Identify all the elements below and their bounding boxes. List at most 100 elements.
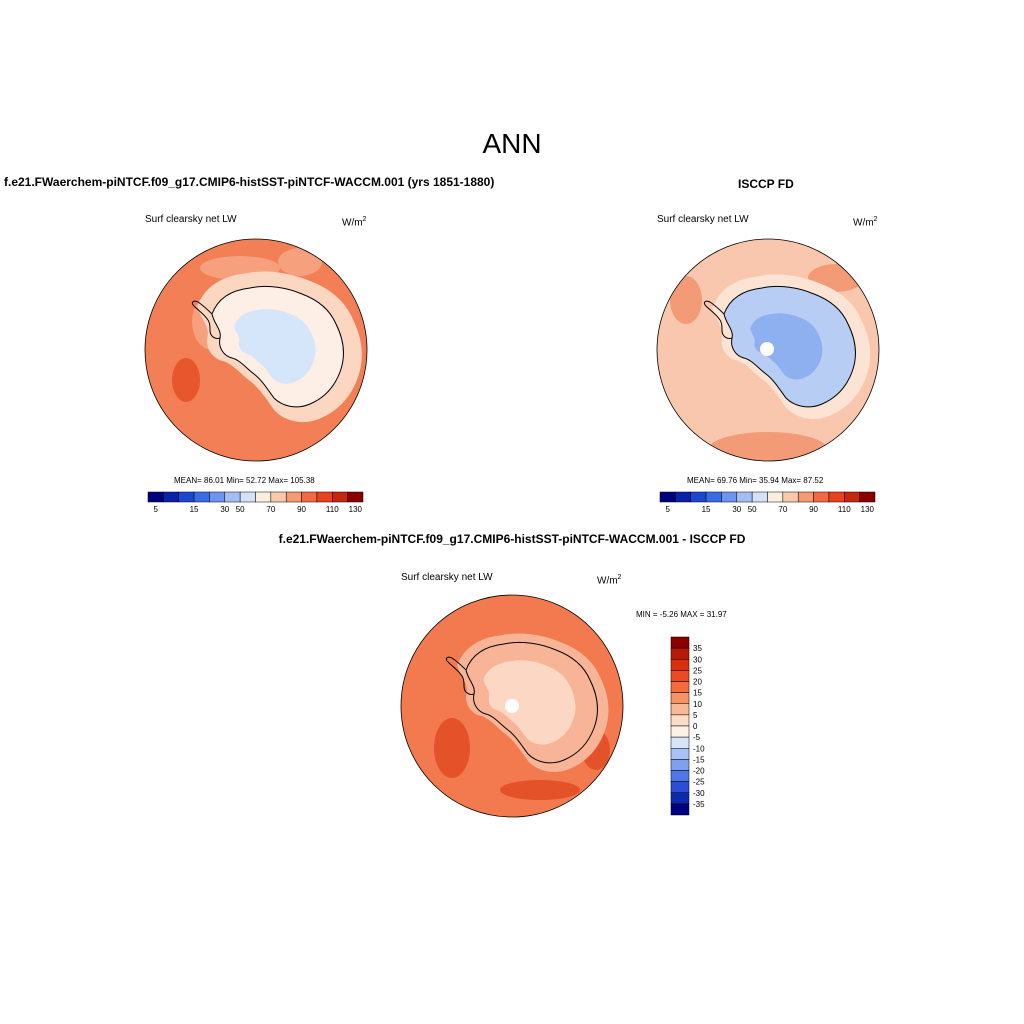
colorbar-tick-label: 5 — [693, 711, 698, 720]
colorbar-tick-label: -5 — [693, 733, 701, 742]
colorbar-tick-label: 90 — [297, 505, 306, 514]
colorbar-tick-label: 25 — [693, 666, 702, 675]
colorbar-swatch — [163, 491, 179, 503]
colorbar-swatch — [705, 491, 722, 503]
colorbar-swatch — [670, 636, 690, 649]
colorbar-tick-label: -25 — [693, 778, 705, 787]
pole-hole — [760, 342, 774, 356]
colorbar-swatch — [209, 491, 226, 503]
colorbar-tick-label: 15 — [693, 689, 702, 698]
colorbar-swatch — [301, 491, 318, 503]
colorbar-obs: 5 15 30 50 70 90 110 130 — [659, 491, 876, 514]
figure-title: ANN — [482, 128, 542, 159]
colorbar-tick-label: 130 — [861, 505, 875, 514]
colorbar-tick-label: 50 — [748, 505, 757, 514]
colorbar-swatch — [670, 670, 690, 682]
colorbar-tick-label: 10 — [693, 700, 702, 709]
colorbar-swatch — [813, 491, 830, 503]
colorbar-swatch — [828, 491, 845, 503]
warm-band — [708, 432, 828, 461]
colorbar-tick-label: 15 — [702, 505, 711, 514]
colorbar-swatch — [670, 703, 690, 716]
warm-anomaly — [172, 358, 200, 402]
colorbar-tick-label: 35 — [693, 644, 702, 653]
variable-label-model: Surf clearsky net LW — [145, 214, 237, 225]
colorbar-swatch — [690, 491, 707, 503]
colorbar-tick-label: 110 — [838, 505, 851, 514]
colorbar-tick-label: 110 — [326, 505, 339, 514]
colorbar-swatch — [736, 491, 753, 503]
colorbar-swatch — [797, 491, 814, 503]
colorbar-tick-label: 0 — [693, 722, 698, 731]
colorbar-swatch — [767, 491, 784, 503]
colorbar-swatch — [670, 725, 690, 738]
map-border — [656, 238, 880, 462]
colorbar-swatch — [193, 491, 210, 503]
cool-band — [278, 248, 322, 276]
colorbar-swatch — [147, 491, 164, 503]
colorbar-swatch — [670, 770, 690, 782]
colorbar-swatch — [285, 491, 302, 503]
colorbar-swatch — [178, 491, 195, 503]
stats-obs: MEAN= 69.76 Min= 35.94 Max= 87.52 — [687, 476, 824, 485]
colorbar-tick-label: 90 — [809, 505, 818, 514]
colorbar-swatch — [670, 748, 690, 760]
colorbar-swatch — [670, 736, 690, 749]
colorbar-tick-label: 15 — [190, 505, 199, 514]
map-border — [400, 594, 624, 818]
variable-label-obs: Surf clearsky net LW — [657, 214, 749, 225]
colorbar-swatch — [670, 792, 690, 805]
colorbar-tick-label: 30 — [732, 505, 741, 514]
colorbar-swatch — [332, 491, 348, 503]
colorbar-tick-label: -15 — [693, 755, 705, 764]
colorbar-tick-label: 70 — [266, 505, 275, 514]
colorbar-swatch — [859, 491, 876, 503]
units-label-model: W/m2 — [342, 216, 367, 229]
colorbar-tick-label: 5 — [665, 505, 670, 514]
colorbar-swatch — [670, 647, 690, 660]
units-label-obs: W/m2 — [853, 216, 878, 229]
map-diff — [401, 595, 623, 817]
colorbar-model: 5 15 30 50 70 90 110 130 — [147, 491, 364, 514]
warm-anomaly — [434, 718, 470, 778]
panel-title-obs: ISCCP FD — [738, 177, 794, 191]
warm-anomaly — [500, 780, 580, 800]
units-label-diff: W/m2 — [597, 574, 622, 587]
colorbar-tick-label: 30 — [693, 655, 702, 664]
colorbar-tick-label: -35 — [693, 800, 705, 809]
colorbar-swatch — [659, 491, 676, 503]
colorbar-swatch — [670, 781, 690, 793]
colorbar-swatch — [670, 659, 690, 671]
panel-title-diff: f.e21.FWaerchem-piNTCF.f09_g17.CMIP6-his… — [278, 532, 746, 546]
colorbar-swatch — [670, 803, 690, 816]
colorbar-swatch — [844, 491, 860, 503]
colorbar-tick-label: 70 — [778, 505, 787, 514]
colorbar-swatch — [670, 714, 690, 727]
colorbar-tick-label: 50 — [236, 505, 245, 514]
colorbar-swatch — [675, 491, 691, 503]
colorbar-swatch — [347, 491, 364, 503]
colorbar-swatch — [782, 491, 799, 503]
colorbar-swatch — [255, 491, 272, 503]
colorbar-swatch — [316, 491, 333, 503]
colorbar-swatch — [670, 759, 690, 771]
map-model — [145, 239, 367, 461]
colorbar-tick-label: 5 — [153, 505, 158, 514]
colorbar-swatch — [670, 692, 690, 704]
colorbar-swatch — [224, 491, 241, 503]
colorbar-tick-label: 130 — [349, 505, 363, 514]
variable-label-diff: Surf clearsky net LW — [401, 572, 493, 583]
colorbar-swatch — [239, 491, 256, 503]
colorbar-swatch — [751, 491, 768, 503]
colorbar-tick-label: -10 — [693, 744, 705, 753]
map-border — [144, 238, 368, 462]
map-obs — [657, 239, 879, 461]
stats-model: MEAN= 86.01 Min= 52.72 Max= 105.38 — [174, 476, 315, 485]
colorbar-tick-label: -30 — [693, 789, 705, 798]
colorbar-tick-label: -20 — [693, 767, 705, 776]
panel-title-model: f.e21.FWaerchem-piNTCF.f09_g17.CMIP6-his… — [4, 175, 495, 189]
pole-hole — [505, 699, 519, 713]
colorbar-swatch — [270, 491, 287, 503]
warm-band — [670, 276, 702, 324]
